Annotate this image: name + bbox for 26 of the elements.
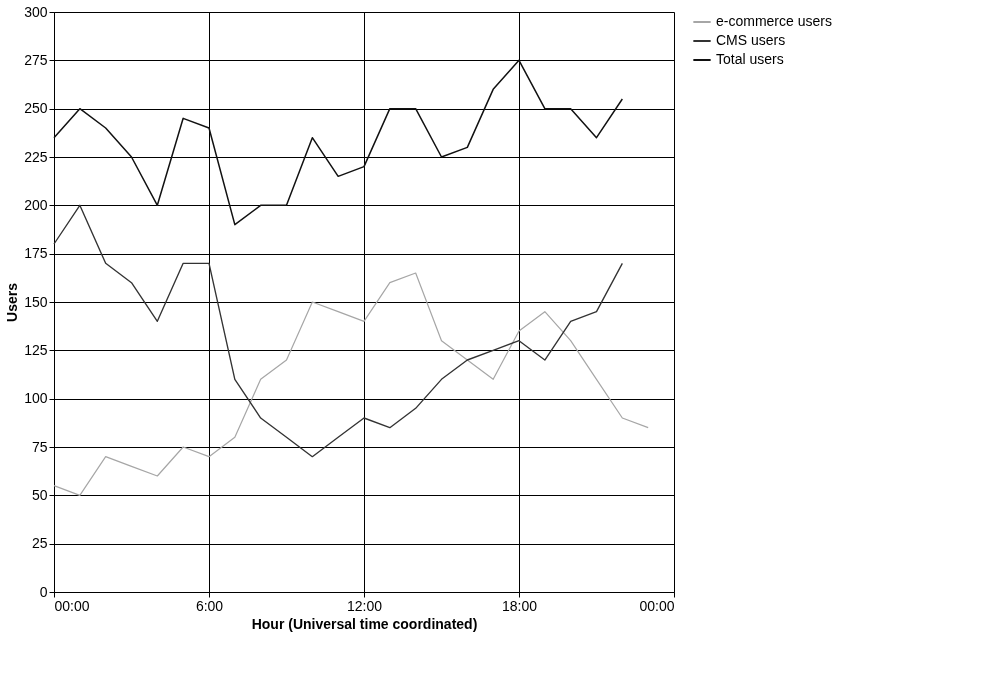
y-tick-label: 150 <box>24 293 48 310</box>
y-tick-label: 300 <box>24 3 48 20</box>
y-tick-label: 250 <box>24 100 48 117</box>
y-axis-title: Users <box>4 282 21 322</box>
x-axis-title: Hour (Universal time coordinated) <box>251 615 478 632</box>
legend-label: CMS users <box>716 32 786 48</box>
line-series <box>53 59 624 226</box>
y-tick-label: 175 <box>24 245 48 262</box>
y-tick-label: 225 <box>24 148 48 165</box>
y-tick-label: 125 <box>24 341 48 358</box>
y-tick-label: 275 <box>24 51 48 68</box>
legend-label: e-commerce users <box>716 13 832 29</box>
x-tick-label: 18:00 <box>501 597 538 614</box>
legend-label: Total users <box>716 51 784 67</box>
line-series <box>53 272 649 496</box>
x-tick-label: 00:00 <box>54 597 90 614</box>
y-tick-label: 0 <box>39 583 48 600</box>
line-series <box>53 204 624 458</box>
y-tick-label: 200 <box>24 196 48 213</box>
y-tick-label: 75 <box>31 438 48 455</box>
y-tick-label: 50 <box>31 486 48 503</box>
x-tick-label: 12:00 <box>346 597 383 614</box>
y-tick-label: 100 <box>24 390 48 407</box>
x-tick-label: 6:00 <box>195 597 224 614</box>
x-tick-label: 00:00 <box>639 597 675 614</box>
y-tick-label: 25 <box>31 535 48 552</box>
